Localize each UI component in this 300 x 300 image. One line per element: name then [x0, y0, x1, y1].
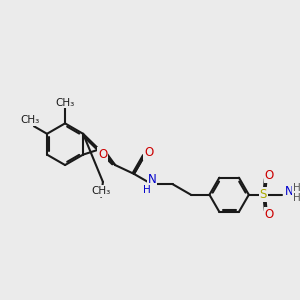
Text: O: O	[265, 169, 274, 182]
Text: N: N	[285, 185, 294, 198]
Text: H: H	[143, 184, 151, 194]
Text: CH₃: CH₃	[56, 98, 75, 107]
Text: H: H	[293, 193, 300, 203]
Text: S: S	[260, 188, 267, 201]
Text: O: O	[98, 148, 107, 161]
Text: CH₃: CH₃	[92, 186, 111, 196]
Text: H: H	[293, 183, 300, 194]
Text: O: O	[144, 146, 153, 160]
Text: CH₃: CH₃	[20, 116, 39, 125]
Text: O: O	[265, 208, 274, 220]
Text: N: N	[148, 172, 156, 186]
